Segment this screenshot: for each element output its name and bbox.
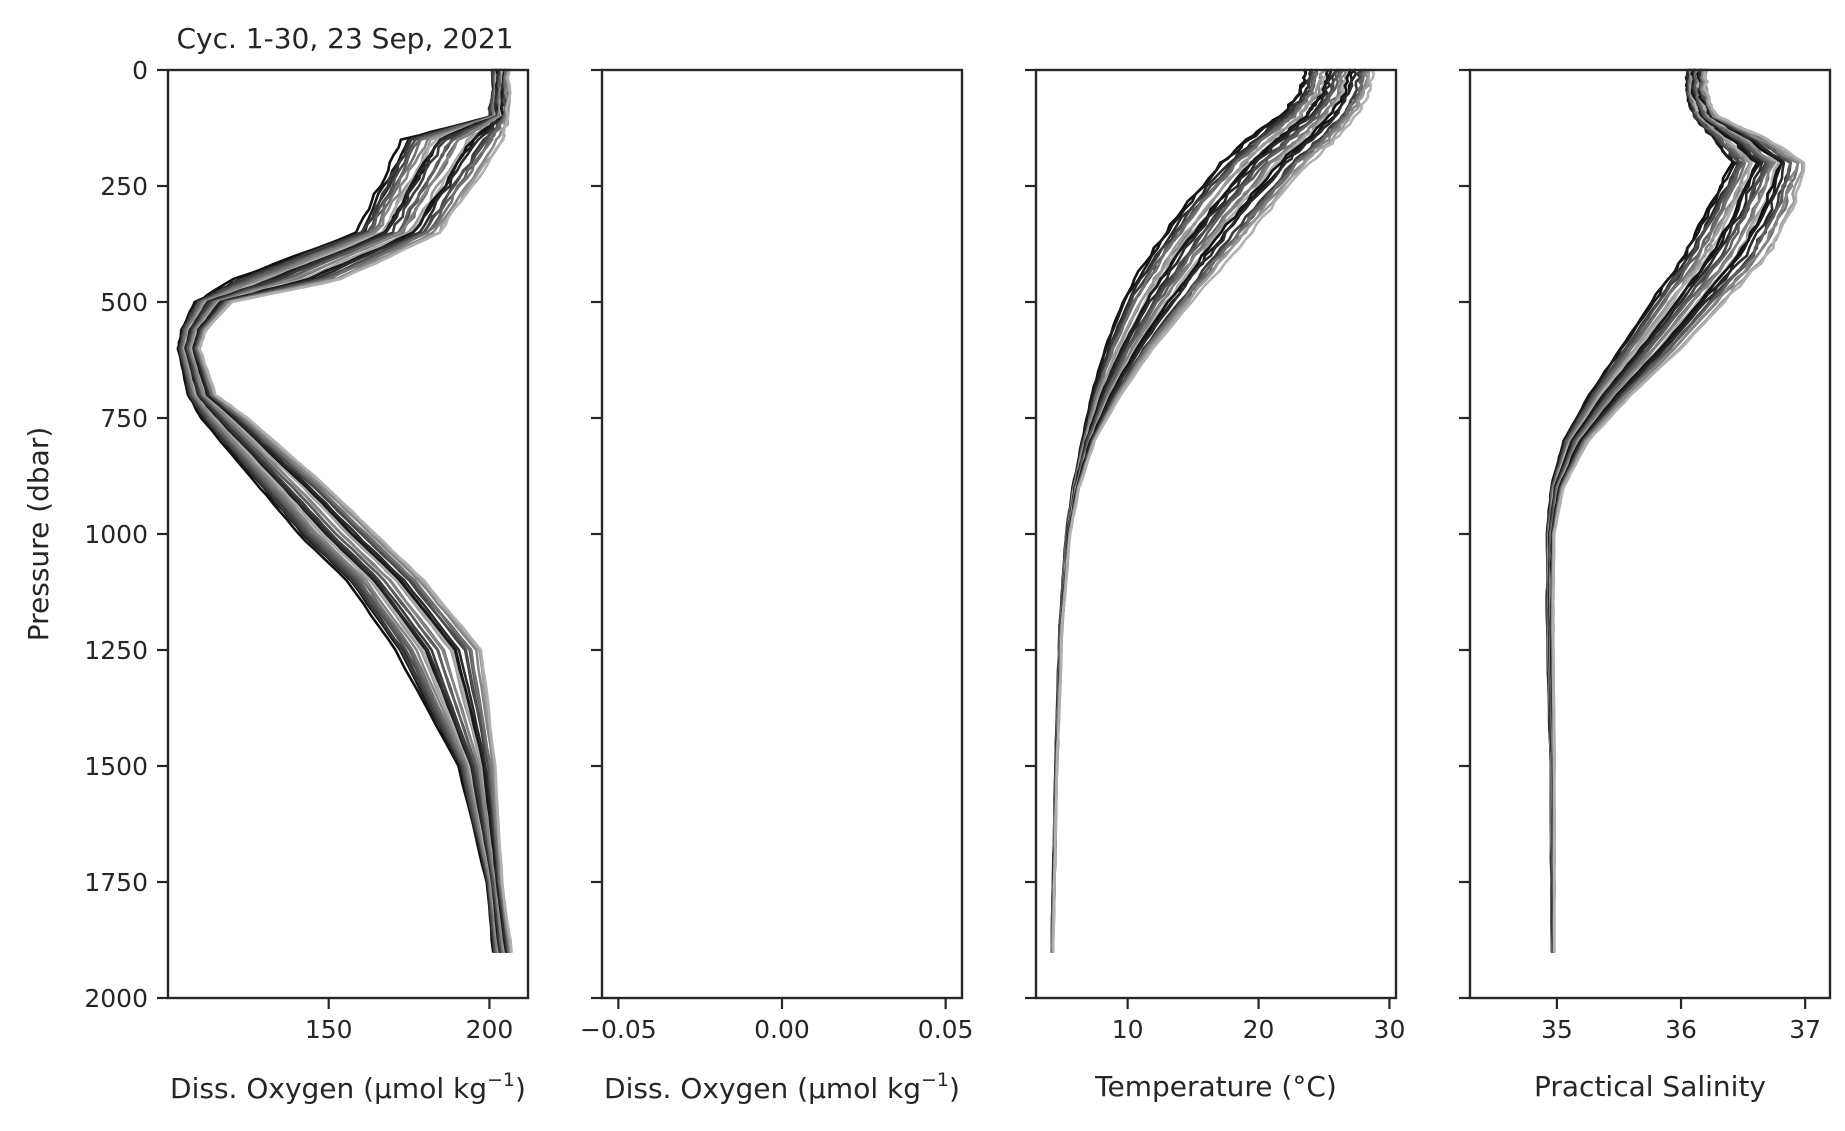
panel-oxygen-profile-line <box>181 68 500 953</box>
ytick-label: 1500 <box>84 752 148 781</box>
panel-oxygen-yticks: 0 250 500 750 1000 1250 1500 1750 2000 <box>84 56 168 1013</box>
panel-oxygen-empty-xtick-label: 0.00 <box>754 1015 810 1044</box>
panel-oxygen-xtick-label: 150 <box>305 1015 353 1044</box>
panel-temperature-xticks: 10 20 30 <box>1112 998 1406 1044</box>
panel-temperature: 10 20 30 Temperature (°C) <box>1025 68 1406 1103</box>
panel-oxygen-empty: −0.05 0.00 0.05 Diss. Oxygen (μmol kg−1) <box>580 68 973 1105</box>
panel-oxygen-profile-line <box>195 68 511 953</box>
panel-oxygen-profile-line <box>185 68 502 953</box>
panel-temperature-profile-line <box>1051 68 1375 953</box>
panel-temperature-xtick-label: 10 <box>1112 1015 1144 1044</box>
panel-temperature-yticks <box>1025 68 1036 1000</box>
panel-oxygen-profile-line <box>193 68 509 953</box>
ytick-label: 1000 <box>84 520 148 549</box>
panel-oxygen-xlabel: Diss. Oxygen (μmol kg−1) <box>170 1069 526 1105</box>
ytick-label: 750 <box>100 404 148 433</box>
panel-oxygen: Cyc. 1-30, 23 Sep, 2021 150 200 0 250 500 75… <box>22 22 530 1105</box>
panel-oxygen-profiles <box>176 68 513 953</box>
panel-oxygen-xticks: 150 200 <box>305 998 513 1044</box>
ytick-label: 1250 <box>84 636 148 665</box>
y-axis-label: Pressure (dbar) <box>22 427 55 642</box>
panel-oxygen-profile-line <box>176 68 496 953</box>
panel-oxygen-empty-xtick-label: 0.05 <box>918 1015 974 1044</box>
panel-oxygen-empty-xticks: −0.05 0.00 0.05 <box>580 998 973 1044</box>
panel-salinity-xticks: 35 36 37 <box>1541 998 1821 1044</box>
panel-salinity-xtick-label: 36 <box>1665 1015 1697 1044</box>
ytick-label: 1750 <box>84 868 148 897</box>
ytick-label: 2000 <box>84 984 148 1013</box>
panel-oxygen-empty-xlabel: Diss. Oxygen (μmol kg−1) <box>604 1069 960 1105</box>
panel-oxygen-profile-line <box>198 68 513 953</box>
panel-salinity-profile-line <box>1551 68 1806 953</box>
panel-temperature-xtick-label: 20 <box>1243 1015 1275 1044</box>
panel-salinity-xtick-label: 37 <box>1789 1015 1821 1044</box>
panel-oxygen-profile-line <box>187 68 504 953</box>
panel-salinity-profiles <box>1545 68 1806 953</box>
panel-oxygen-profile-line <box>185 68 503 953</box>
ytick-label: 0 <box>132 56 148 85</box>
panel-oxygen-profile-line <box>189 68 505 953</box>
panel-oxygen-empty-xtick-label: −0.05 <box>580 1015 657 1044</box>
panel-oxygen-empty-yticks <box>591 68 602 1000</box>
panel-salinity-yticks <box>1459 68 1470 1000</box>
ytick-label: 500 <box>100 288 148 317</box>
panel-temperature-xtick-label: 30 <box>1374 1015 1406 1044</box>
panel-temperature-xlabel: Temperature (°C) <box>1094 1070 1337 1103</box>
panel-salinity-xtick-label: 35 <box>1541 1015 1573 1044</box>
panel-oxygen-xtick-label: 200 <box>466 1015 514 1044</box>
ytick-label: 250 <box>100 172 148 201</box>
panel-salinity-xlabel: Practical Salinity <box>1534 1070 1766 1103</box>
panel-salinity: 35 36 37 Practical Salinity <box>1459 68 1832 1103</box>
panel-temperature-profiles <box>1050 68 1375 953</box>
panel-oxygen-title: Cyc. 1-30, 23 Sep, 2021 <box>176 22 513 55</box>
